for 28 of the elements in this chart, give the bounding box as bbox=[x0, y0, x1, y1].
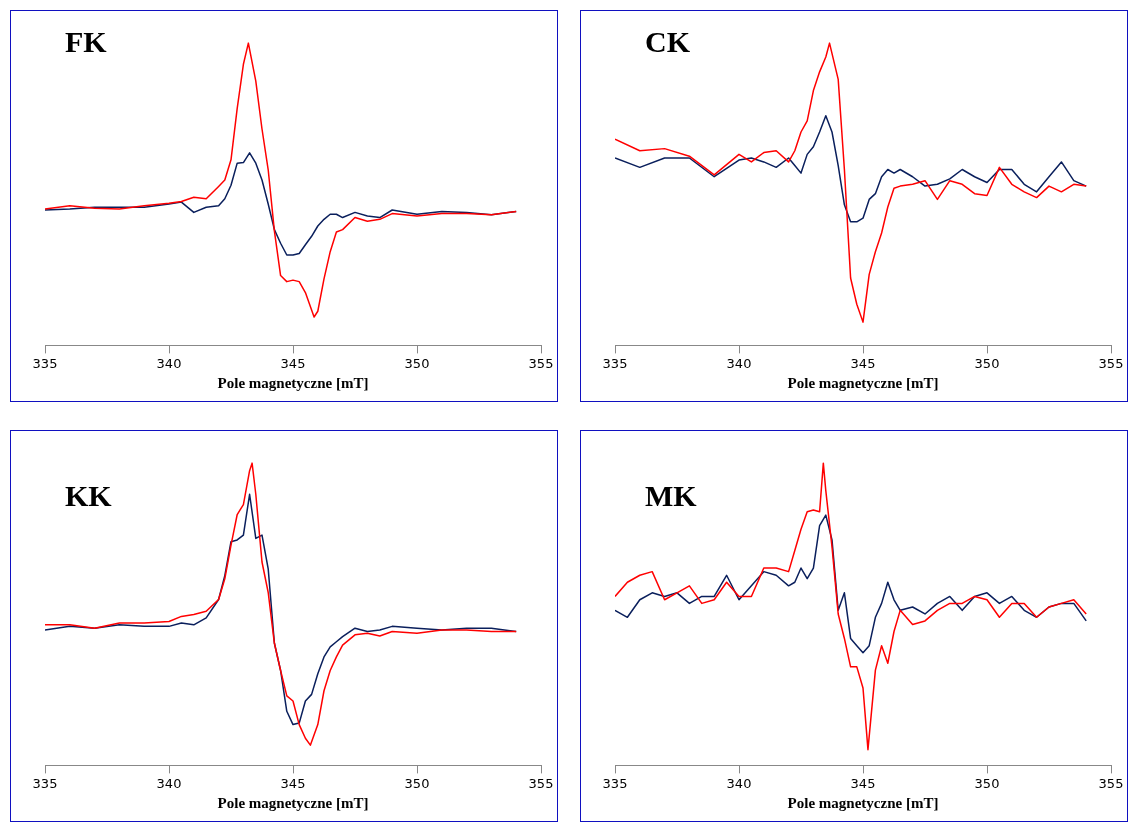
x-tick-label: 350 bbox=[404, 355, 430, 371]
x-tick-label: 345 bbox=[850, 355, 876, 371]
x-tick-label: 350 bbox=[404, 775, 430, 791]
chart-title: CK bbox=[645, 24, 691, 58]
x-tick-label: 350 bbox=[974, 775, 1000, 791]
x-axis-title: Pole magnetyczne [mT] bbox=[787, 794, 939, 811]
x-tick-label: 355 bbox=[528, 775, 554, 791]
x-tick-label: 340 bbox=[156, 775, 182, 791]
x-tick-label: 355 bbox=[1098, 355, 1124, 371]
x-tick-label: 335 bbox=[602, 775, 628, 791]
x-tick-label: 350 bbox=[974, 355, 1000, 371]
x-tick-label: 355 bbox=[1098, 775, 1124, 791]
x-tick-label: 345 bbox=[280, 775, 306, 791]
x-tick-label: 345 bbox=[280, 355, 306, 371]
x-tick-label: 335 bbox=[32, 775, 58, 791]
x-tick-label: 340 bbox=[726, 355, 752, 371]
x-axis-title: Pole magnetyczne [mT] bbox=[217, 794, 369, 811]
x-tick-label: 340 bbox=[156, 355, 182, 371]
x-tick-label: 340 bbox=[726, 775, 752, 791]
text: KK bbox=[65, 478, 113, 512]
text: MK bbox=[645, 478, 698, 512]
x-tick-label: 355 bbox=[528, 355, 554, 371]
chart-title: FK bbox=[65, 24, 108, 58]
x-axis-title: Pole magnetyczne [mT] bbox=[217, 374, 369, 391]
x-axis-title: Pole magnetyczne [mT] bbox=[787, 374, 939, 391]
x-tick-label: 345 bbox=[850, 775, 876, 791]
x-tick-label: 335 bbox=[32, 355, 58, 371]
x-tick-label: 335 bbox=[602, 355, 628, 371]
